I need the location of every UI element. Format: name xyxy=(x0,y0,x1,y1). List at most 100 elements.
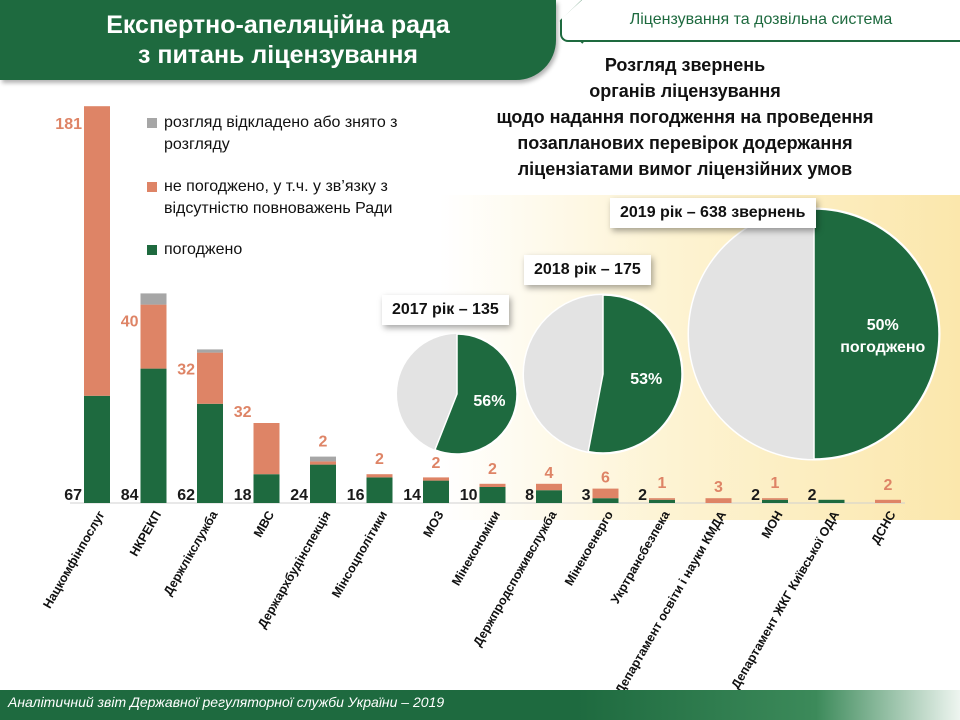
data-label-rejected: 32 xyxy=(234,404,252,421)
legend-label-rejected: не погоджено, у т.ч. у зв’язку з відсутн… xyxy=(164,178,393,217)
bar-segment-rejected xyxy=(140,304,167,369)
data-label-approved: 2 xyxy=(751,487,760,504)
category-label: Держлікслужба xyxy=(161,508,221,598)
bar-segment-rejected xyxy=(875,499,901,503)
legend-item-approved: погоджено xyxy=(147,239,242,261)
pie-chart-2017: 56% xyxy=(395,332,519,456)
data-label-approved: 18 xyxy=(234,487,252,504)
subtitle-line: позапланових перевірок додержання xyxy=(517,133,853,153)
title-banner: Експертно-апеляційна рада з питань ліцен… xyxy=(0,0,556,80)
legend-swatch-rejected xyxy=(147,182,157,192)
pie-percent-sublabel: погоджено xyxy=(840,339,925,356)
data-label-approved: 14 xyxy=(403,487,421,504)
category-label: МОН xyxy=(759,509,786,541)
pie-2017-title: 2017 рік – 135 xyxy=(382,295,509,325)
pie-percent-label: 50% xyxy=(867,317,899,334)
pie-chart-2018: 53% xyxy=(522,293,684,455)
data-label-rejected: 3 xyxy=(714,479,723,496)
bar-segment-approved xyxy=(310,464,336,503)
data-label-rejected: 1 xyxy=(771,475,780,492)
pie-slice-approved xyxy=(587,294,683,454)
bar-segment-postponed xyxy=(140,293,167,305)
bar-segment-postponed xyxy=(197,349,223,353)
bar-segment-approved xyxy=(818,499,845,503)
section-tag: Ліцензування та дозвільна система xyxy=(560,0,960,42)
data-label-rejected: 2 xyxy=(884,477,893,494)
data-label-rejected: 2 xyxy=(375,451,384,468)
bar-segment-rejected xyxy=(310,461,336,465)
bar-segment-rejected xyxy=(366,474,393,478)
category-label: ДСНС xyxy=(868,509,898,547)
bar-segment-rejected xyxy=(197,352,223,404)
category-label: Мінекоенерго xyxy=(562,508,616,588)
legend-item-rejected: не погоджено, у т.ч. у зв’язку з відсутн… xyxy=(147,176,457,220)
data-label-approved: 16 xyxy=(347,487,365,504)
category-label: Укртрансбезпека xyxy=(608,508,673,607)
pie-2019-title: 2019 рік – 638 звернень xyxy=(610,198,816,228)
legend-swatch-postponed xyxy=(147,118,157,128)
legend-label-approved: погоджено xyxy=(164,241,243,258)
pie-2018-title: 2018 рік – 175 xyxy=(524,255,651,285)
data-label-approved: 62 xyxy=(177,487,195,504)
bar-segment-approved xyxy=(649,499,675,503)
subtitle-line: Розгляд звернень xyxy=(604,55,766,75)
bar-segment-rejected xyxy=(536,483,562,491)
pie-percent-label: 53% xyxy=(630,371,662,388)
legend-item-postponed: розгляд відкладено або знято з розгляду xyxy=(147,112,457,156)
data-label-approved: 3 xyxy=(582,487,591,504)
footer-bar: Аналітичний звіт Державної регуляторної … xyxy=(0,690,960,720)
bar-segment-approved xyxy=(479,487,506,503)
category-label: Департамент ЖКГ Київської ОДА xyxy=(729,509,843,692)
bar-segment-rejected xyxy=(84,106,110,396)
data-label-rejected: 2 xyxy=(488,461,497,478)
bar-segment-approved xyxy=(366,477,393,503)
data-label-rejected: 181 xyxy=(55,116,82,133)
data-label-approved: 8 xyxy=(525,487,534,504)
data-label-rejected: 6 xyxy=(601,470,610,487)
page-title-line2: з питань ліцензування xyxy=(137,41,419,69)
data-label-approved: 2 xyxy=(808,487,817,504)
bar-segment-rejected xyxy=(649,498,675,500)
bar-segment-approved xyxy=(536,490,562,503)
bar-segment-rejected xyxy=(423,477,449,481)
bar-segment-rejected xyxy=(479,483,506,487)
data-label-rejected: 32 xyxy=(177,362,195,379)
category-label: Департамент освіти і науки КМДА xyxy=(612,509,729,697)
pie-slice-approved xyxy=(433,333,518,455)
subtitle-line: щодо надання погодження на проведення xyxy=(496,107,874,127)
legend-swatch-approved xyxy=(147,245,157,255)
data-label-rejected: 2 xyxy=(319,434,328,451)
data-label-rejected: 2 xyxy=(432,455,441,472)
bar-segment-rejected xyxy=(705,498,732,503)
bar-segment-approved xyxy=(762,499,788,503)
category-label: Мінекономіки xyxy=(449,509,503,589)
data-label-rejected: 1 xyxy=(658,475,667,492)
bar-segment-approved xyxy=(253,474,280,503)
bar-segment-approved xyxy=(197,403,223,503)
data-label-approved: 24 xyxy=(290,487,308,504)
bar-segment-approved xyxy=(84,395,110,503)
pie-chart-2019: 50% погоджено xyxy=(687,207,941,461)
subtitle-line: органів ліцензування xyxy=(589,81,781,101)
bar-segment-approved xyxy=(140,368,167,503)
pie-percent-label: 56% xyxy=(473,393,505,410)
bar-segment-approved xyxy=(423,480,449,503)
category-label: Нацкомфінпослуг xyxy=(40,509,107,611)
subtitle-line: ліцензіатами вимог ліцензійних умов xyxy=(517,159,853,179)
data-label-approved: 2 xyxy=(638,487,647,504)
category-label: МОЗ xyxy=(420,508,446,539)
data-label-approved: 84 xyxy=(121,487,139,504)
bar-segment-postponed xyxy=(310,456,336,462)
legend-label-postponed: розгляд відкладено або знято з розгляду xyxy=(164,114,398,153)
bar-segment-rejected xyxy=(253,423,280,475)
page-title-line1: Експертно-апеляційна рада xyxy=(106,11,450,39)
category-label: Мінсоцполітики xyxy=(329,509,390,601)
pie-slice-approved xyxy=(813,208,940,460)
bar-segment-rejected xyxy=(592,488,619,499)
data-label-rejected: 4 xyxy=(545,465,554,482)
data-label-approved: 10 xyxy=(460,487,478,504)
bar-segment-approved xyxy=(592,498,619,503)
chart-subtitle: Розгляд звернень органів ліцензування що… xyxy=(450,52,920,182)
category-label: МВС xyxy=(251,509,277,540)
